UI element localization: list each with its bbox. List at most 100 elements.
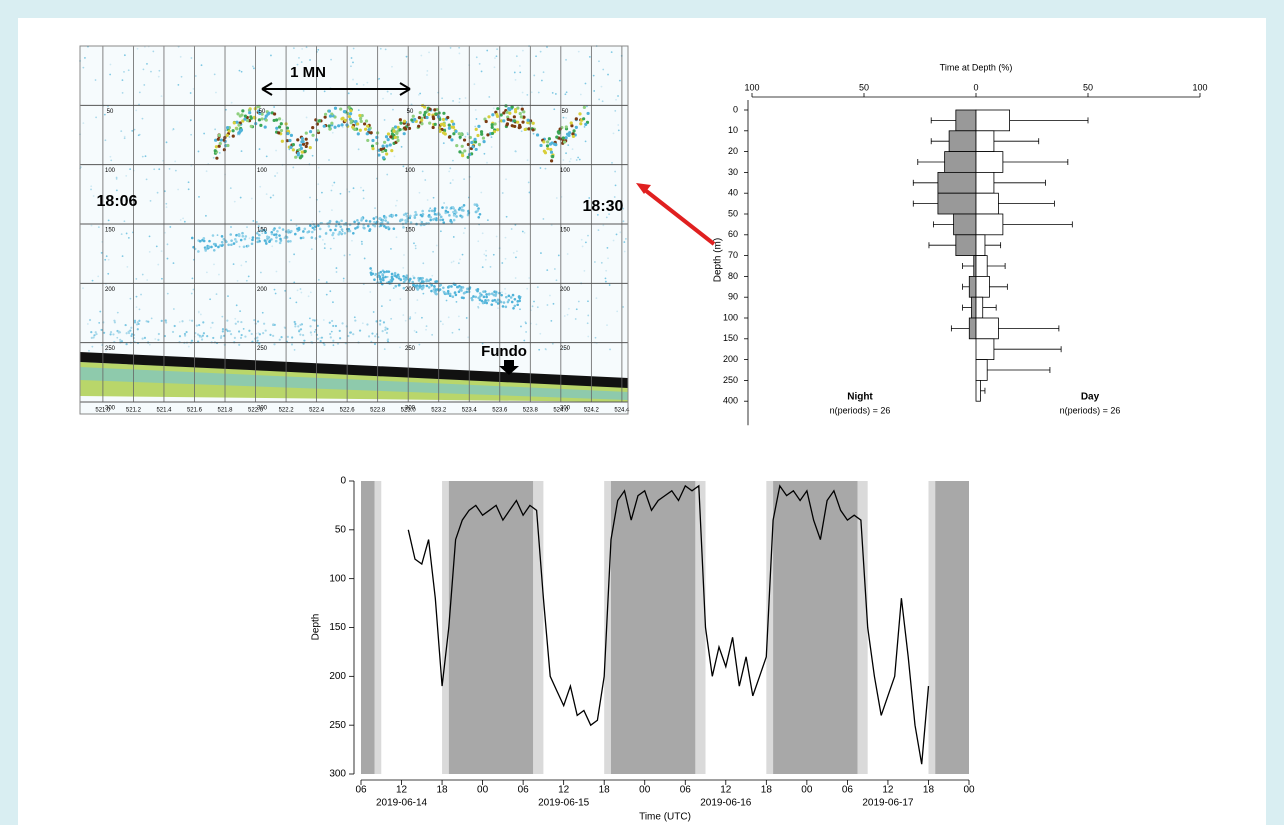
echo-return: [166, 257, 169, 260]
y-tick-label: 150: [723, 333, 738, 343]
echo-return: [221, 327, 225, 331]
echo-return: [579, 93, 582, 96]
echo-return: [375, 320, 378, 323]
echo-return: [215, 293, 218, 296]
echo-return: [441, 117, 446, 122]
echo-return: [319, 339, 322, 343]
echo-return: [329, 336, 332, 339]
echo-return: [526, 94, 529, 96]
echo-return: [287, 231, 290, 234]
echo-return: [212, 248, 216, 252]
depth-label: 100: [560, 168, 571, 174]
x-tick-label: 18: [599, 785, 611, 796]
echo-return: [402, 267, 405, 269]
echo-return: [259, 123, 263, 127]
echo-return: [452, 218, 456, 222]
echo-return: [347, 105, 351, 109]
echo-return: [531, 121, 535, 125]
echo-return: [519, 115, 523, 119]
echo-return: [475, 203, 479, 207]
echo-return: [514, 78, 517, 81]
echo-return: [384, 226, 388, 229]
echo-return: [389, 135, 393, 139]
y-tick-label: 0: [733, 104, 738, 114]
echo-return: [588, 197, 591, 199]
echo-return: [496, 107, 500, 111]
echo-return: [458, 46, 461, 49]
echo-return: [419, 219, 422, 222]
x-tick-label: 523.0: [401, 408, 417, 414]
echo-return: [249, 116, 253, 120]
echo-return: [333, 106, 338, 110]
echo-return: [115, 176, 118, 179]
echo-return: [432, 250, 434, 253]
echo-return: [313, 319, 316, 322]
echo-return: [457, 290, 461, 293]
echo-return: [84, 57, 86, 59]
night-shading: [928, 481, 936, 774]
echo-return: [404, 278, 407, 282]
echo-return: [505, 110, 509, 114]
echo-return: [301, 142, 306, 146]
echo-return: [409, 317, 411, 320]
echo-return: [337, 233, 340, 236]
echo-return: [278, 234, 281, 237]
y-tick-label: 50: [335, 524, 347, 535]
echo-return: [482, 290, 485, 293]
x-tick-label: 522.8: [370, 408, 386, 414]
echo-return: [338, 231, 342, 235]
echo-return: [95, 116, 97, 119]
echo-return: [396, 125, 400, 129]
echo-return: [562, 159, 565, 161]
echo-return: [323, 247, 326, 249]
echo-return: [571, 148, 574, 150]
echo-return: [506, 117, 510, 121]
echo-return: [386, 338, 390, 341]
echo-return: [402, 286, 406, 290]
echo-return: [330, 58, 332, 61]
echo-return: [335, 267, 338, 269]
echo-return: [358, 113, 362, 118]
echo-return: [337, 124, 341, 128]
x-tick-label: 06: [355, 785, 367, 796]
echo-return: [513, 110, 518, 114]
echo-return: [574, 117, 578, 121]
echo-return: [303, 339, 306, 342]
echo-return: [97, 275, 100, 278]
echo-return: [435, 244, 438, 247]
echo-return: [537, 91, 540, 94]
echo-return: [584, 241, 587, 244]
x-tick-label: 521.2: [126, 408, 142, 414]
echo-return: [374, 207, 376, 210]
echo-return: [465, 317, 468, 319]
echo-return: [616, 310, 619, 313]
echo-return: [160, 277, 163, 280]
echo-return: [454, 129, 458, 133]
echo-return: [370, 340, 373, 343]
echo-return: [454, 283, 457, 287]
echo-return: [222, 237, 226, 241]
echo-return: [581, 245, 584, 248]
echo-return: [154, 338, 157, 340]
echo-return: [180, 75, 183, 78]
echo-return: [386, 327, 389, 330]
echo-return: [359, 119, 363, 124]
echo-return: [600, 85, 603, 88]
echo-return: [329, 228, 332, 232]
echo-return: [179, 219, 182, 221]
echo-return: [569, 157, 572, 160]
depth-line: [407, 484, 930, 765]
echo-return: [103, 331, 106, 334]
echo-return: [478, 302, 481, 305]
echo-return: [121, 255, 124, 258]
echo-return: [417, 124, 421, 128]
echo-return: [474, 127, 478, 131]
bar: [948, 130, 977, 153]
x-axis-label: Time (UTC): [639, 812, 691, 823]
date-label: 2019-06-17: [862, 798, 914, 809]
echo-return: [329, 332, 332, 336]
echo-return: [194, 75, 197, 77]
echo-return: [492, 293, 496, 297]
echo-return: [198, 334, 201, 337]
echo-return: [310, 248, 313, 251]
